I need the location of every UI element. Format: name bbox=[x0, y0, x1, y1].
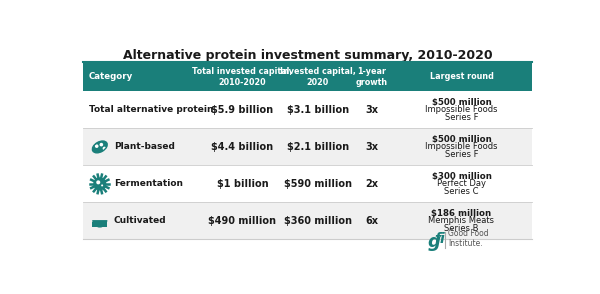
Wedge shape bbox=[92, 220, 107, 228]
Ellipse shape bbox=[92, 141, 107, 153]
Text: 1-year
growth: 1-year growth bbox=[355, 67, 388, 86]
Text: Invested capital,
2020: Invested capital, 2020 bbox=[280, 67, 356, 86]
Text: g: g bbox=[428, 233, 440, 251]
Bar bbox=[83, 202, 532, 239]
Text: $2.1 billion: $2.1 billion bbox=[287, 142, 349, 152]
Text: 6x: 6x bbox=[365, 216, 378, 226]
Circle shape bbox=[93, 177, 106, 191]
Text: $360 million: $360 million bbox=[284, 216, 352, 226]
Bar bbox=[92, 224, 107, 227]
Text: Series C: Series C bbox=[444, 187, 479, 196]
Text: Alternative protein investment summary, 2010-2020: Alternative protein investment summary, … bbox=[122, 49, 493, 62]
Text: Plant-based: Plant-based bbox=[114, 142, 175, 151]
Text: Largest round: Largest round bbox=[430, 72, 493, 81]
Bar bbox=[83, 91, 532, 128]
Text: Category: Category bbox=[89, 72, 133, 81]
Text: Series F: Series F bbox=[445, 113, 478, 122]
Text: $300 million: $300 million bbox=[431, 172, 491, 181]
Text: 3x: 3x bbox=[365, 105, 378, 115]
Text: Total alternative protein: Total alternative protein bbox=[89, 106, 214, 114]
Text: $500 million: $500 million bbox=[431, 135, 491, 144]
Text: $4.4 billion: $4.4 billion bbox=[211, 142, 274, 152]
Circle shape bbox=[95, 144, 98, 148]
Text: 2x: 2x bbox=[365, 179, 378, 189]
Bar bbox=[83, 166, 532, 202]
Text: $490 million: $490 million bbox=[208, 216, 277, 226]
Circle shape bbox=[101, 184, 103, 186]
Text: Perfect Day: Perfect Day bbox=[437, 179, 486, 188]
Text: fi: fi bbox=[434, 232, 445, 245]
Text: Cultivated: Cultivated bbox=[114, 216, 166, 225]
Text: $3.1 billion: $3.1 billion bbox=[287, 105, 349, 115]
Circle shape bbox=[103, 147, 106, 150]
Bar bbox=[83, 62, 532, 91]
Text: $186 million: $186 million bbox=[431, 209, 491, 218]
Text: 3x: 3x bbox=[365, 142, 378, 152]
Text: $1 billion: $1 billion bbox=[217, 179, 268, 189]
Text: Impossible Foods: Impossible Foods bbox=[425, 142, 498, 151]
Text: $590 million: $590 million bbox=[284, 179, 352, 189]
Text: Good Food
Institute.: Good Food Institute. bbox=[448, 229, 488, 248]
Circle shape bbox=[96, 180, 100, 184]
Text: Impossible Foods: Impossible Foods bbox=[425, 106, 498, 114]
Bar bbox=[92, 222, 107, 224]
Text: Series F: Series F bbox=[445, 150, 478, 159]
Text: Series B: Series B bbox=[444, 224, 479, 233]
Text: Fermentation: Fermentation bbox=[114, 179, 183, 188]
Bar bbox=[83, 128, 532, 166]
Text: Memphis Meats: Memphis Meats bbox=[428, 216, 494, 225]
Text: Total invested capital,
2010-2020: Total invested capital, 2010-2020 bbox=[192, 67, 293, 86]
Circle shape bbox=[100, 143, 103, 146]
Text: $500 million: $500 million bbox=[431, 98, 491, 107]
Text: $5.9 billion: $5.9 billion bbox=[211, 105, 274, 115]
